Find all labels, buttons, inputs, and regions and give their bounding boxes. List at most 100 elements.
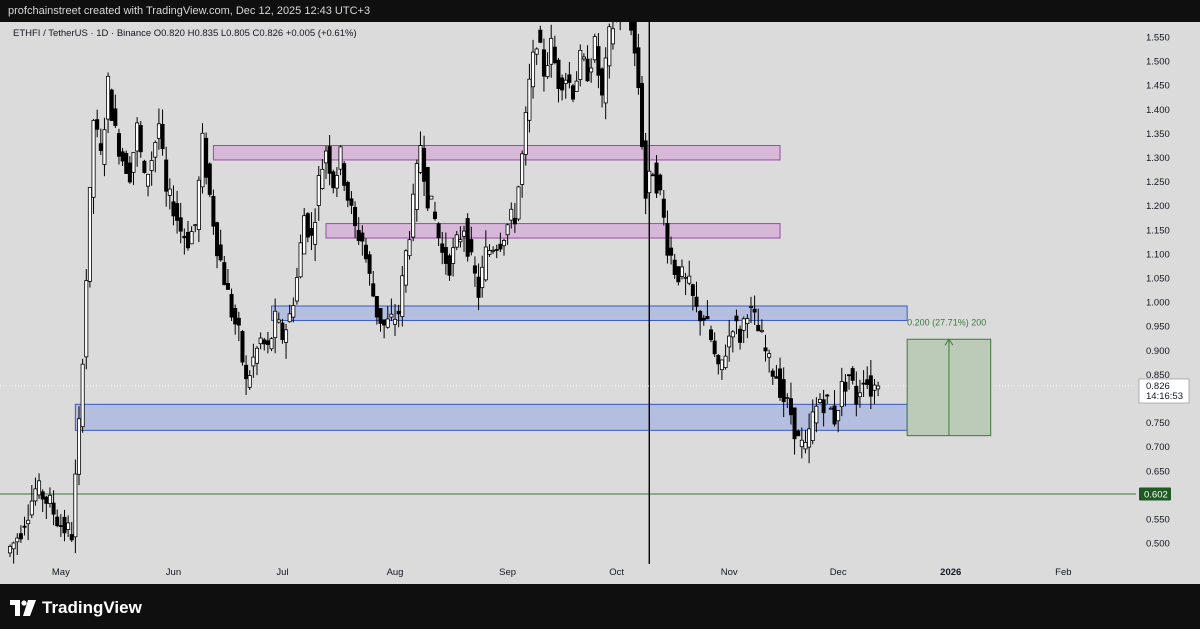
candle (545, 52, 550, 79)
candle (396, 304, 401, 328)
candle (331, 169, 336, 194)
candle-body-up (581, 56, 586, 60)
candle-body-up (814, 405, 819, 424)
candle-body-down (40, 491, 45, 500)
candle (98, 128, 103, 155)
candle (356, 217, 361, 245)
candle (563, 72, 568, 99)
candle-body-down (440, 243, 445, 253)
candle (603, 47, 608, 120)
candle (309, 212, 314, 251)
candle (748, 296, 753, 324)
y-tick-label: 1.350 (1146, 129, 1170, 140)
candle (298, 234, 303, 279)
candle-body-down (425, 166, 430, 209)
candle (167, 178, 172, 210)
candle (418, 131, 423, 175)
candle-body-down (868, 375, 873, 397)
candle-body-up (767, 353, 772, 358)
candle-body-down (175, 203, 180, 221)
candle (240, 330, 245, 366)
chart-area[interactable]: 0.200 (27.71%) 200 1.550 1.500 1.450 1.400 1… (0, 22, 1200, 584)
candle (679, 259, 684, 280)
candle (825, 393, 830, 404)
candle-body-up (563, 79, 568, 84)
candle (839, 367, 844, 417)
candle-body-down (138, 125, 143, 153)
y-tick-label: 1.250 (1146, 177, 1170, 188)
candle-body-up (491, 249, 496, 252)
candle (654, 155, 659, 199)
candle-body-up (505, 224, 510, 236)
candle-body-up (334, 175, 339, 189)
candle-body-down (396, 310, 401, 315)
candle-body-down (44, 496, 49, 504)
candle-body-down (233, 308, 238, 325)
candle (338, 145, 343, 176)
candle (58, 514, 63, 537)
candle (269, 337, 274, 352)
candle (661, 189, 666, 226)
candle (400, 266, 405, 327)
candle (792, 407, 797, 455)
candle (741, 316, 746, 344)
candle-body-up (462, 230, 467, 237)
candle-body-down (596, 46, 601, 76)
candle-body-up (33, 488, 38, 502)
candle-body-up (26, 519, 31, 525)
candle (77, 406, 82, 486)
candle (592, 33, 597, 63)
candle (156, 108, 161, 150)
candle-body-down (661, 198, 666, 218)
candle (650, 172, 655, 177)
candle-body-up (294, 277, 299, 302)
candle (316, 165, 321, 221)
candle (817, 393, 822, 404)
candle (146, 173, 151, 197)
candle-body-up (403, 250, 408, 286)
candle-body-up (276, 319, 281, 323)
candle-body-up (287, 313, 292, 323)
candle (91, 118, 96, 214)
candle-body-up (411, 193, 416, 238)
y-tick-label: 1.000 (1146, 298, 1170, 309)
candle (204, 132, 209, 185)
candle (796, 429, 801, 437)
candle-body-up (84, 280, 89, 358)
candle-body-down (113, 108, 118, 126)
candle-body-up (534, 48, 539, 55)
candle (516, 185, 521, 222)
price-chart-svg[interactable]: 0.200 (27.71%) 200 1.5501.5001.4501.4001… (0, 22, 1200, 584)
tradingview-footer: TradingView (10, 596, 142, 620)
candle (218, 229, 223, 262)
candle (200, 123, 205, 194)
candle-body-up (748, 306, 753, 308)
candle-body-down (62, 516, 67, 534)
candle (629, 22, 634, 36)
candle-body-down (498, 243, 503, 250)
candle (487, 244, 492, 257)
candle (850, 366, 855, 385)
candle-body-up (458, 239, 463, 243)
candle-body-up (683, 277, 688, 279)
candle (294, 267, 299, 305)
candle-body-down (164, 159, 169, 192)
candle (189, 226, 194, 245)
candle (531, 39, 536, 99)
candle-body-down (640, 83, 645, 147)
candle (342, 161, 347, 191)
candle (832, 390, 837, 427)
candle-body-up (480, 266, 485, 289)
candle-body-down (349, 198, 354, 206)
candle-body-down (443, 247, 448, 264)
candle (454, 230, 459, 251)
created-by-text: profchainstreet created with TradingView… (8, 5, 371, 17)
x-tick-label: Sep (499, 567, 516, 578)
candle-body-down (560, 77, 565, 91)
x-axis: May Jun Jul Aug Sep Oct Nov Dec 2026 Feb (52, 567, 1072, 578)
candle-body-down (229, 293, 234, 318)
candle-body-down (774, 376, 779, 379)
candle-body-down (512, 217, 517, 225)
candle (509, 202, 514, 229)
candle-body-up (545, 65, 550, 78)
